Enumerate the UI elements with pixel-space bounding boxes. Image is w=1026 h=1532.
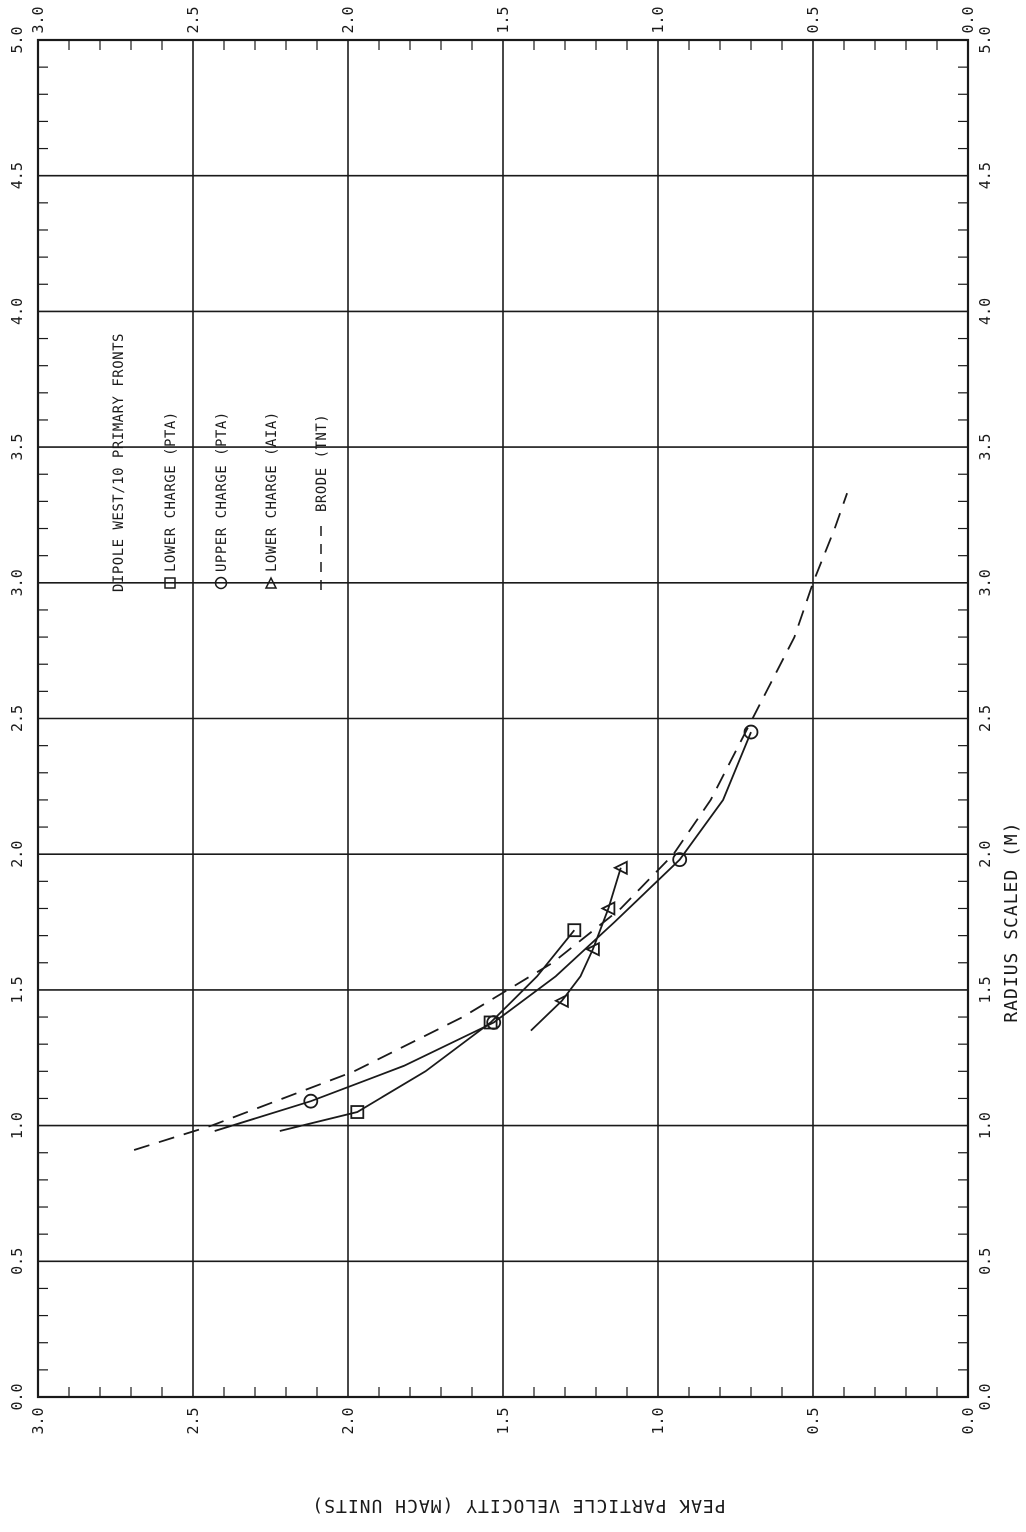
fit-line <box>530 867 622 1032</box>
x-tick-label: 1.5 <box>976 976 994 1003</box>
y-tick-label: 1.5 <box>494 6 512 33</box>
x-tick-label: 3.0 <box>8 569 26 596</box>
y-tick-label: 3.0 <box>29 1407 47 1434</box>
x-tick-label: 0.5 <box>976 1248 994 1275</box>
data-point-circle <box>303 1093 319 1109</box>
legend-title: DIPOLE WEST/10 PRIMARY FRONTS <box>111 333 127 592</box>
data-point-triangle <box>612 860 628 876</box>
ticks <box>38 40 968 1397</box>
x-tick-label: 2.5 <box>976 705 994 732</box>
x-tick-label: 2.5 <box>8 705 26 732</box>
x-tick-label: 4.0 <box>8 298 26 325</box>
x-tick-label: 4.0 <box>976 298 994 325</box>
data-point-triangle <box>584 941 600 957</box>
data-point-circle <box>743 724 759 740</box>
data-point-circle <box>672 852 688 868</box>
tick-labels: 0.0 0.00.5 0.51.0 1.01.5 1.52.0 2.02.5 2.53.0 3… <box>8 6 994 1434</box>
y-tick-label: 0.5 <box>804 6 822 33</box>
y-tick-label: 1.5 <box>494 1407 512 1434</box>
fit-line <box>214 731 752 1132</box>
data-point-square <box>350 1105 365 1119</box>
legend: DIPOLE WEST/10 PRIMARY FRONTS LOWER CHARG… <box>111 333 330 592</box>
grid <box>38 40 968 1397</box>
y-tick-label: 1.0 <box>649 1407 667 1434</box>
y-axis-title: PEAK PARTICLE VELOCITY (MACH UNITS) <box>311 1495 725 1516</box>
x-axis-title: RADIUS SCALED (M) <box>1001 821 1022 1022</box>
data-point-triangle <box>553 993 569 1009</box>
brode-curve <box>133 492 848 1151</box>
plot-border <box>36 38 970 1399</box>
x-tick-label: 5.0 <box>976 26 994 53</box>
y-tick-label: 1.0 <box>649 6 667 33</box>
data-point-circle <box>486 1015 502 1030</box>
x-tick-label: 1.5 <box>8 976 26 1003</box>
x-tick-label: 4.5 <box>976 162 994 189</box>
x-tick-label: 5.0 <box>8 26 26 53</box>
legend-entry: BRODE (TNT) <box>314 414 330 512</box>
x-tick-label: 0.0 <box>8 1383 26 1410</box>
data-point-square <box>567 923 582 938</box>
y-tick-label: 2.5 <box>184 6 202 33</box>
x-tick-label: 1.0 <box>8 1112 26 1139</box>
x-tick-label: 2.0 <box>976 841 994 868</box>
legend-marker-square <box>164 577 176 589</box>
y-tick-label: 2.0 <box>339 6 357 33</box>
x-tick-label: 2.0 <box>8 841 26 868</box>
x-tick-label: 0.5 <box>8 1248 26 1275</box>
x-tick-label: 3.0 <box>976 569 994 596</box>
legend-marker-circle <box>214 576 228 590</box>
plot-frame <box>36 38 970 1399</box>
legend-entry: UPPER CHARGE (PTA) <box>214 411 230 572</box>
legend-entry: LOWER CHARGE (AIA) <box>264 411 280 572</box>
legend-marker-triangle <box>264 576 278 589</box>
y-tick-label: 3.0 <box>29 6 47 33</box>
x-tick-label: 1.0 <box>976 1112 994 1139</box>
y-tick-label: 2.5 <box>184 1407 202 1434</box>
y-tick-label: 2.0 <box>339 1407 357 1434</box>
data-point-triangle <box>600 901 616 916</box>
legend-entry: LOWER CHARGE (PTA) <box>163 411 179 572</box>
x-tick-label: 4.5 <box>8 162 26 189</box>
x-tick-label: 3.5 <box>8 434 26 461</box>
data-series <box>133 492 848 1151</box>
y-tick-label: 0.5 <box>804 1407 822 1434</box>
x-tick-label: 0.0 <box>976 1383 994 1410</box>
y-tick-label: 0.0 <box>959 6 977 33</box>
y-tick-label: 0.0 <box>959 1407 977 1434</box>
x-tick-label: 3.5 <box>976 434 994 461</box>
